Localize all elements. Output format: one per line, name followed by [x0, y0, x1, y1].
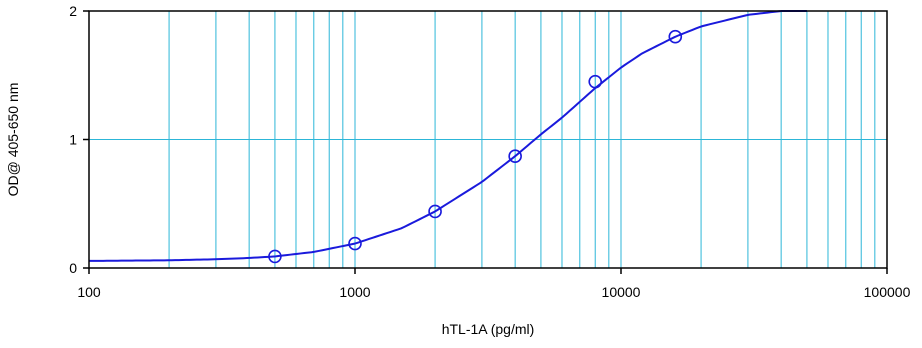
x-tick-label: 100	[77, 284, 101, 300]
gridlines	[89, 11, 887, 268]
data-points	[268, 29, 683, 264]
data-point	[668, 29, 683, 44]
x-tick-label: 1000	[339, 284, 370, 300]
data-point	[508, 149, 522, 164]
y-axis-title: OD@ 405-650 nm	[5, 83, 21, 197]
y-tick-label: 0	[69, 260, 77, 276]
x-axis-ticks: 100 1000 10000 100000	[77, 268, 911, 300]
data-point	[348, 236, 362, 251]
data-point	[588, 74, 603, 89]
y-tick-label: 2	[69, 3, 77, 19]
y-tick-label: 1	[69, 132, 77, 148]
x-axis-title: hTL-1A (pg/ml)	[442, 321, 535, 337]
fit-curve-layer	[88, 10, 807, 262]
x-tick-label: 10000	[602, 284, 641, 300]
x-tick-label: 100000	[864, 284, 911, 300]
data-point	[268, 249, 282, 264]
data-point	[428, 204, 442, 219]
y-axis-ticks: 0 1 2	[69, 3, 89, 276]
fit-curve	[88, 10, 807, 262]
